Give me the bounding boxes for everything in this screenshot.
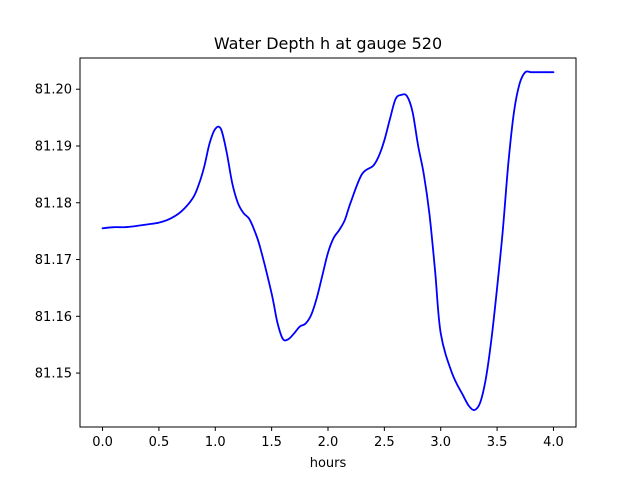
x-tick-label: 2.5 (374, 435, 395, 450)
water-depth-series-line (101, 70, 555, 411)
x-tick-label: 0.0 (92, 435, 113, 450)
x-tick-label: 3.0 (430, 435, 451, 450)
y-tick-label: 81.17 (35, 253, 72, 268)
y-tick-label: 81.16 (35, 310, 72, 325)
x-axis: 0.0 0.5 1.0 1.5 2.0 2.5 3.0 3.5 4.0 (92, 427, 564, 450)
y-tick-label: 81.15 (35, 367, 72, 382)
x-tick-label: 2.0 (318, 435, 339, 450)
y-tick-label: 81.18 (35, 196, 72, 211)
x-tick-label: 1.0 (205, 435, 226, 450)
y-tick-label: 81.19 (35, 139, 72, 154)
x-tick-label: 0.5 (149, 435, 170, 450)
x-tick-label: 3.5 (487, 435, 508, 450)
y-axis: 81.15 81.16 81.17 81.18 81.19 81.20 (35, 83, 80, 382)
x-tick-label: 4.0 (543, 435, 564, 450)
x-axis-label: hours (310, 456, 347, 471)
x-tick-label: 1.5 (261, 435, 282, 450)
chart-title: Water Depth h at gauge 520 (214, 34, 442, 53)
y-tick-label: 81.20 (35, 83, 72, 98)
